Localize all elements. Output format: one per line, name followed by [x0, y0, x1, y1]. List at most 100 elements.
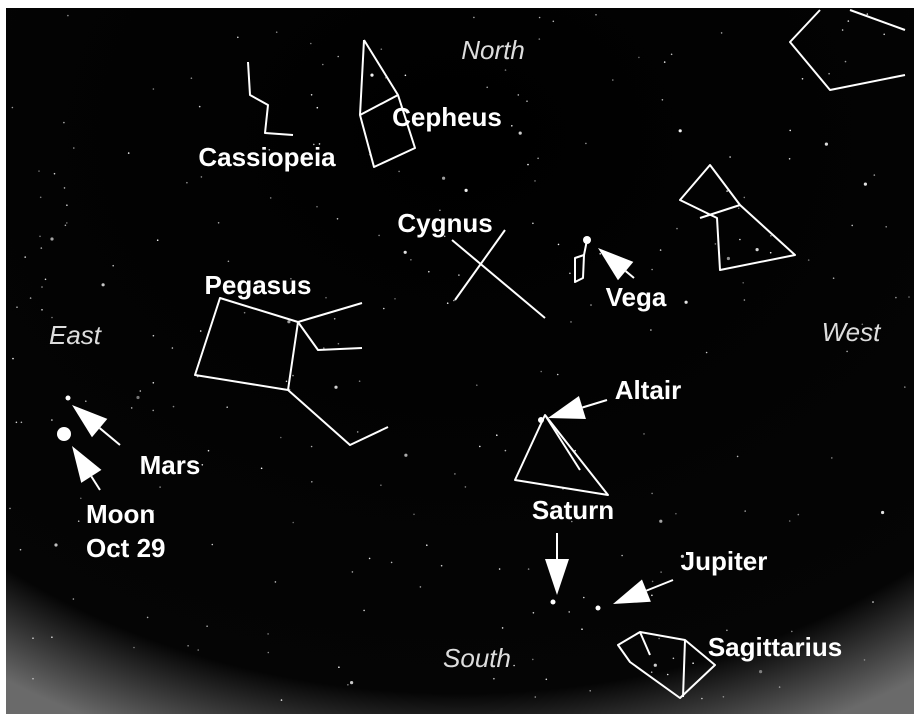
object-label: Vega [606, 282, 667, 312]
star [338, 666, 340, 668]
star [486, 87, 488, 89]
star [465, 486, 467, 488]
star [21, 422, 23, 424]
star [73, 147, 75, 149]
star [338, 343, 340, 345]
star [323, 347, 325, 349]
direction-label: West [822, 317, 883, 347]
object-label: Mars [140, 450, 201, 480]
star [458, 274, 460, 276]
star [200, 330, 202, 332]
star [391, 562, 393, 564]
star [828, 73, 830, 75]
star [568, 611, 570, 613]
star [334, 318, 336, 320]
star [667, 674, 669, 676]
star [67, 15, 69, 17]
star [651, 269, 653, 271]
star [802, 78, 804, 80]
star [40, 197, 42, 199]
star [505, 450, 507, 452]
star [874, 174, 876, 176]
star [744, 510, 746, 512]
star [638, 57, 640, 59]
star [140, 390, 142, 392]
star [721, 32, 723, 34]
star [825, 143, 828, 146]
star [380, 484, 382, 486]
star [78, 520, 80, 522]
star [212, 544, 214, 546]
star [208, 450, 210, 452]
star [532, 223, 534, 225]
star [157, 239, 159, 241]
star [744, 197, 746, 199]
star [187, 645, 189, 647]
star [654, 664, 657, 667]
star [281, 699, 283, 701]
star [147, 617, 149, 619]
star [41, 309, 43, 311]
star [534, 180, 536, 182]
star [533, 612, 535, 614]
star [73, 598, 75, 600]
star [505, 69, 507, 71]
star [528, 568, 530, 570]
star [370, 74, 373, 77]
star [539, 38, 541, 40]
star [9, 508, 11, 510]
star [872, 601, 874, 603]
star [191, 77, 193, 79]
constellation-label: Pegasus [205, 270, 312, 300]
star [378, 235, 380, 237]
star [428, 271, 430, 273]
star [310, 43, 312, 45]
star [394, 298, 396, 300]
star [218, 222, 220, 224]
star [738, 208, 740, 210]
star [526, 100, 528, 102]
star [413, 514, 415, 516]
star [359, 380, 361, 382]
star [410, 259, 412, 261]
star [851, 225, 853, 227]
star [726, 190, 728, 192]
constellation-label: Sagittarius [708, 632, 842, 662]
star [779, 686, 781, 688]
star [759, 670, 762, 673]
star [322, 64, 324, 66]
star [885, 226, 887, 228]
constellation-label: Cassiopeia [198, 142, 336, 172]
star [51, 419, 53, 421]
star [692, 662, 694, 664]
star [883, 34, 885, 36]
star [128, 152, 130, 154]
star [268, 652, 270, 654]
star [727, 257, 730, 260]
star [664, 61, 666, 63]
star [153, 335, 155, 337]
star [651, 493, 653, 495]
star [441, 565, 443, 567]
star [197, 649, 199, 651]
sky-map: North East West South Cassiopeia Cepheus… [0, 0, 920, 719]
star [267, 633, 269, 635]
star [651, 595, 653, 597]
star [519, 132, 522, 135]
star [337, 218, 339, 220]
moon-disc [57, 427, 71, 441]
planet-jupiter [596, 606, 601, 611]
star [64, 187, 66, 189]
star [54, 173, 56, 175]
constellation-label: Cygnus [397, 208, 492, 238]
star [453, 300, 455, 302]
star [662, 99, 664, 101]
star [904, 386, 906, 388]
star [569, 273, 571, 275]
star [833, 277, 835, 279]
star [864, 659, 866, 661]
star [50, 237, 53, 240]
star [842, 29, 844, 31]
star [744, 299, 746, 301]
star [770, 252, 772, 254]
